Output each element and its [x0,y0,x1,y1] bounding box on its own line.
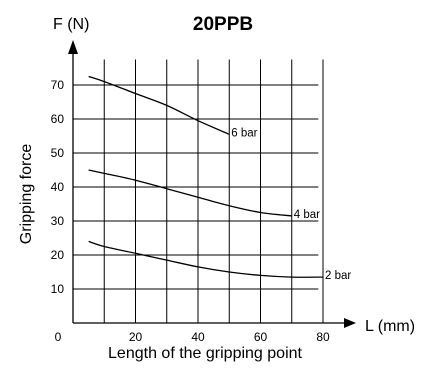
series-label-4-bar: 4 bar [294,209,320,221]
series-group: 6 bar 4 bar 2 bar [88,75,351,282]
series-line-4-bar [88,169,292,217]
x-axis-title: Length of the gripping point [108,345,302,362]
grid [73,59,324,323]
y-tick-label: 20 [51,248,65,262]
y-axis-title: Gripping force [18,144,35,245]
chart-title: 20PPB [193,14,253,35]
series-label-6-bar: 6 bar [231,127,257,139]
x-tick-label: 60 [254,330,268,344]
y-tick-label: 60 [51,112,65,126]
x-tick-label: 80 [316,330,330,344]
x-tick-label: 0 [55,330,62,344]
y-tick-label: 10 [51,282,65,296]
series-label-2-bar: 2 bar [325,270,351,282]
y-axis-unit-label: F (N) [53,16,89,33]
y-axis-arrowhead [68,40,78,54]
x-axis-unit-label: L (mm) [365,318,415,335]
y-tick-label: 50 [51,146,65,160]
series-line-2-bar [88,240,324,278]
tick-labels: 0 20 40 60 80 10 20 30 40 50 60 70 [51,78,330,344]
series-line-6-bar [88,75,230,135]
y-tick-label: 40 [51,180,65,194]
y-tick-label: 70 [51,78,65,92]
y-tick-label: 30 [51,214,65,228]
x-axis-arrowhead [344,318,356,328]
x-tick-label: 40 [191,330,205,344]
x-tick-label: 20 [129,330,143,344]
